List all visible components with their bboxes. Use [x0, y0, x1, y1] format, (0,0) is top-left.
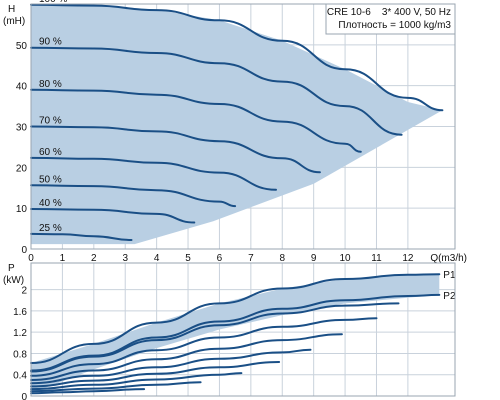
head-curves [30, 3, 444, 241]
head-curve-3 [30, 125, 321, 174]
power-curves [30, 273, 441, 395]
y-tick-label: 30 [16, 123, 28, 134]
speed-label: 90 % [39, 37, 62, 48]
speed-label: 25 % [39, 223, 62, 234]
power-curve-3 [30, 317, 378, 377]
head-curve-2 [30, 88, 362, 153]
x-tick-label: 9 [311, 253, 317, 264]
pump-model-text: CRE 10-6 3* 400 V, 50 Hz [327, 7, 451, 18]
power-series-label: P1 [443, 270, 456, 281]
head-curve-1 [30, 46, 403, 136]
power-curve-2 [30, 302, 400, 373]
power-series-label: P2 [443, 291, 456, 302]
y-tick-label: 0 [21, 392, 27, 400]
power-operating-region [31, 274, 440, 394]
head-curve-6 [30, 208, 196, 224]
y-tick-label: 10 [16, 204, 28, 215]
y-tick-label: 0.4 [13, 371, 27, 382]
x-tick-label: 6 [217, 253, 223, 264]
speed-label: 50 % [39, 174, 62, 185]
power-curve-9 [30, 388, 146, 395]
speed-label: 40 % [39, 198, 62, 209]
head-curve-0 [30, 3, 444, 112]
pump-info-box: CRE 10-6 3* 400 V, 50 Hz Плотность = 100… [325, 3, 456, 35]
x-tick-label: 0 [28, 253, 34, 264]
y-axis-title: H [8, 4, 15, 15]
power-curve-labels: P1 P2 [443, 270, 456, 302]
power-curve-6 [30, 361, 281, 388]
x-tick-label: 5 [185, 253, 191, 264]
power-curve-0 [30, 273, 441, 364]
y-axis-title: P [8, 263, 15, 274]
y-tick-label: 0 [21, 245, 27, 256]
y-axis-unit: (mH) [3, 16, 25, 27]
y-tick-label: 1.6 [13, 307, 27, 318]
density-text: Плотность = 1000 kg/m3 [338, 20, 451, 31]
x-axis-title: Q(m3/h) [430, 253, 467, 264]
x-tick-label: 8 [279, 253, 285, 264]
y-tick-label: 2 [21, 286, 27, 297]
speed-label: 70 % [39, 116, 62, 127]
y-tick-label: 0.8 [13, 349, 27, 360]
x-tick-label: 2 [91, 253, 97, 264]
power-curve-4 [30, 333, 343, 381]
power-curve-1 [30, 293, 441, 372]
head-curve-4 [30, 156, 277, 191]
head-chart-frame [30, 3, 456, 250]
x-tick-label: 10 [340, 253, 352, 264]
head-curve-7 [30, 232, 133, 241]
speed-label: 80 % [39, 79, 62, 90]
head-curve-labels: 100 % 90 % 80 % 70 % 60 % 50 % 40 % 25 % [39, 0, 67, 234]
x-tick-label: 4 [154, 253, 160, 264]
power-curve-8 [30, 381, 202, 393]
y-tick-label: 40 [16, 82, 28, 93]
y-tick-label: 1.2 [13, 328, 27, 339]
power-chart-axis-labels: 012345678910111200.40.81.21.62P(kW) [3, 263, 27, 400]
x-tick-label: 12 [402, 253, 414, 264]
head-curve-5 [30, 184, 237, 208]
power-chart-frame [30, 262, 456, 397]
head-operating-region [31, 4, 443, 245]
x-tick-label: 3 [122, 253, 128, 264]
x-tick-label: 1 [60, 253, 66, 264]
power-curve-7 [30, 372, 243, 391]
x-tick-label: 11 [371, 253, 382, 264]
y-axis-unit: (kW) [3, 275, 24, 286]
power-curve-5 [30, 348, 312, 385]
y-tick-label: 50 [16, 41, 28, 52]
y-tick-label: 20 [16, 163, 28, 174]
speed-label: 60 % [39, 147, 62, 158]
x-tick-label: 7 [248, 253, 254, 264]
speed-label: 100 % [39, 0, 67, 5]
